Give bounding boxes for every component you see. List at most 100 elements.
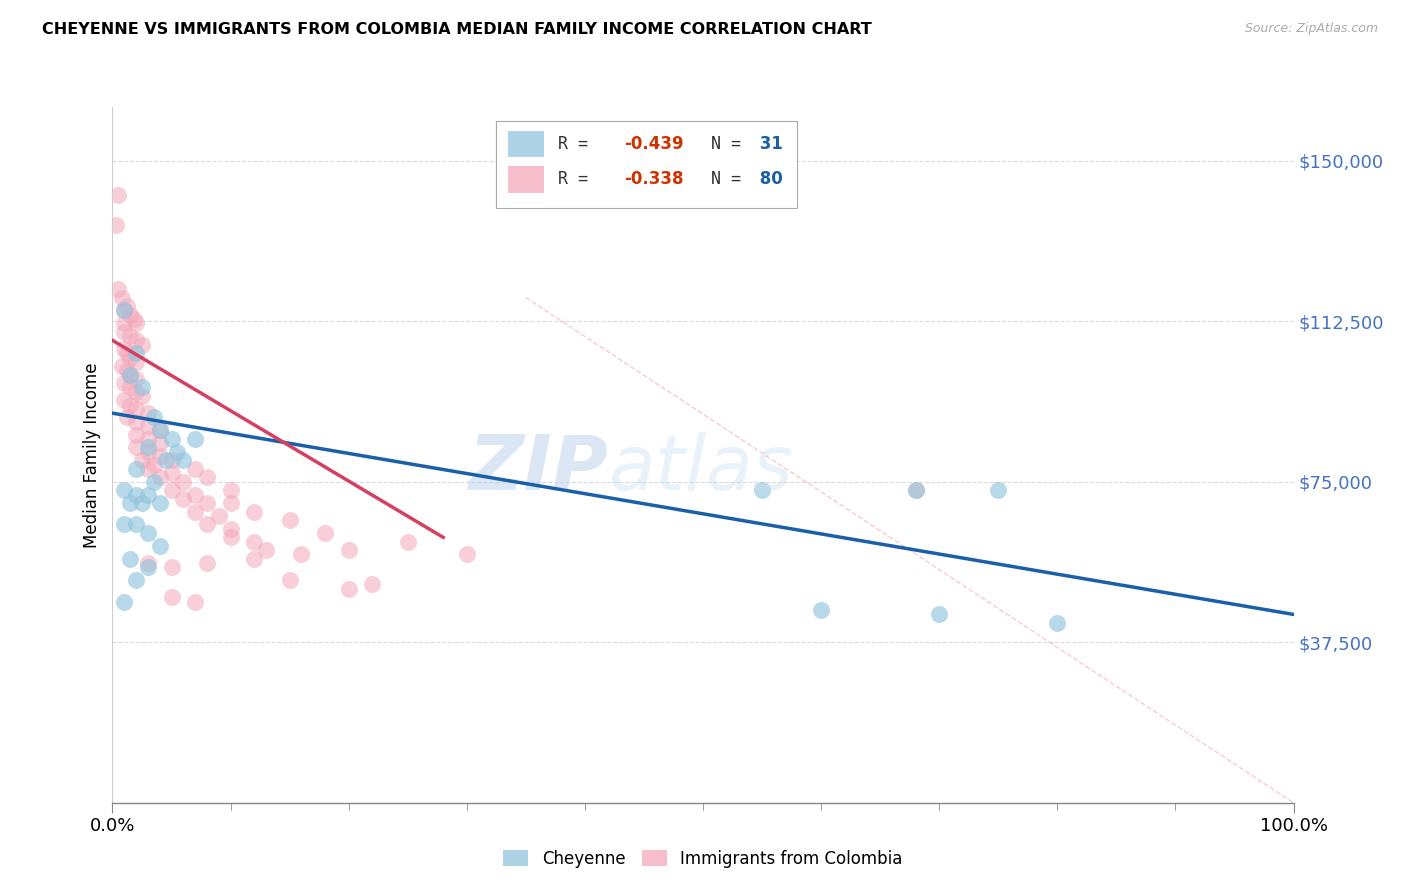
Point: [107, 282, 129, 296]
Point: [120, 551, 142, 566]
Text: CHEYENNE VS IMMIGRANTS FROM COLOMBIA MEDIAN FAMILY INCOME CORRELATION CHART: CHEYENNE VS IMMIGRANTS FROM COLOMBIA MED…: [42, 22, 872, 37]
Point: [243, 534, 266, 549]
Text: 80: 80: [754, 170, 783, 188]
Point: [142, 458, 165, 472]
Point: [136, 556, 159, 570]
Point: [136, 441, 159, 455]
Text: -0.439: -0.439: [624, 135, 683, 153]
Point: [172, 491, 194, 506]
Point: [184, 432, 207, 446]
Point: [160, 453, 183, 467]
Point: [195, 556, 218, 570]
Point: [243, 505, 266, 519]
Point: [115, 299, 138, 313]
Point: [112, 594, 135, 608]
Point: [149, 423, 172, 437]
Point: [125, 517, 148, 532]
Point: [136, 560, 159, 574]
Point: [120, 380, 142, 394]
Point: [361, 577, 384, 591]
FancyBboxPatch shape: [508, 166, 544, 193]
Point: [278, 573, 301, 587]
Point: [172, 453, 194, 467]
Point: [120, 329, 142, 343]
Point: [254, 543, 277, 558]
Text: atlas: atlas: [609, 432, 793, 506]
Point: [125, 401, 148, 416]
Point: [131, 389, 153, 403]
Legend: Cheyenne, Immigrants from Colombia: Cheyenne, Immigrants from Colombia: [496, 843, 910, 874]
Point: [184, 505, 207, 519]
Point: [928, 607, 950, 622]
Point: [904, 483, 927, 498]
Point: [125, 415, 148, 429]
Point: [1046, 615, 1069, 630]
Text: -0.338: -0.338: [624, 170, 683, 188]
Y-axis label: Median Family Income: Median Family Income: [83, 362, 101, 548]
Point: [112, 483, 135, 498]
Point: [120, 351, 142, 365]
FancyBboxPatch shape: [496, 121, 797, 208]
Point: [337, 543, 360, 558]
Point: [149, 496, 172, 510]
Point: [120, 368, 142, 382]
Point: [184, 487, 207, 501]
Point: [125, 441, 148, 455]
Point: [149, 470, 172, 484]
Text: 31: 31: [754, 135, 783, 153]
Point: [125, 346, 148, 360]
Point: [160, 432, 183, 446]
Point: [456, 548, 478, 562]
Text: Source: ZipAtlas.com: Source: ZipAtlas.com: [1244, 22, 1378, 36]
Point: [160, 483, 183, 498]
Point: [172, 475, 194, 489]
Point: [120, 368, 142, 382]
FancyBboxPatch shape: [508, 131, 544, 157]
Point: [195, 470, 218, 484]
Point: [219, 530, 242, 544]
Point: [112, 393, 135, 408]
Point: [115, 363, 138, 377]
Point: [278, 513, 301, 527]
Point: [115, 346, 138, 360]
Point: [149, 423, 172, 437]
Point: [810, 603, 832, 617]
Text: ZIP: ZIP: [468, 432, 609, 506]
Point: [136, 444, 159, 458]
Point: [131, 380, 153, 394]
Point: [120, 496, 142, 510]
Point: [112, 303, 135, 318]
Point: [160, 466, 183, 480]
Point: [751, 483, 773, 498]
Point: [166, 444, 188, 458]
Point: [122, 312, 145, 326]
Text: R =: R =: [558, 170, 598, 188]
Point: [219, 522, 242, 536]
Point: [987, 483, 1010, 498]
Point: [125, 427, 148, 442]
Point: [120, 308, 142, 322]
Point: [290, 548, 312, 562]
Point: [149, 449, 172, 463]
Point: [125, 334, 148, 348]
Point: [337, 582, 360, 596]
Point: [112, 376, 135, 391]
Point: [136, 406, 159, 420]
Point: [155, 453, 177, 467]
Point: [105, 218, 128, 232]
Text: R =: R =: [558, 135, 598, 153]
Point: [160, 591, 183, 605]
Point: [125, 316, 148, 330]
Point: [136, 462, 159, 476]
Point: [142, 410, 165, 425]
Point: [125, 487, 148, 501]
Point: [243, 551, 266, 566]
Point: [120, 398, 142, 412]
Point: [149, 539, 172, 553]
Point: [149, 436, 172, 450]
Point: [115, 410, 138, 425]
Point: [136, 432, 159, 446]
Point: [184, 462, 207, 476]
Point: [136, 526, 159, 541]
Point: [131, 453, 153, 467]
